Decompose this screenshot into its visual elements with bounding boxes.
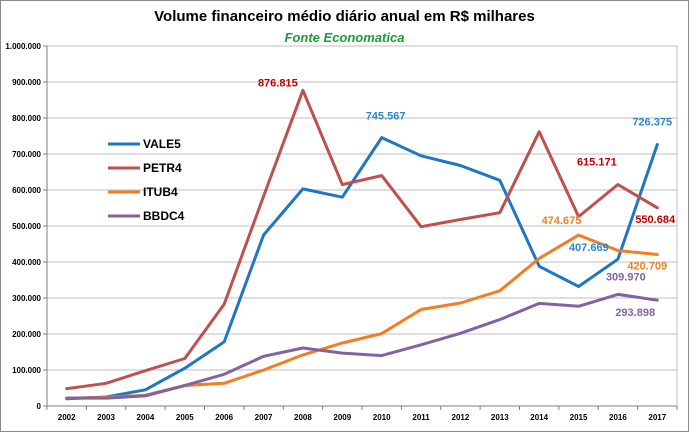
x-tick-label: 2010 — [373, 413, 391, 422]
x-tick-label: 2002 — [58, 413, 76, 422]
x-tick-label: 2004 — [137, 413, 155, 422]
chart-subtitle: Fonte Economatica — [284, 30, 405, 45]
x-tick-label: 2009 — [333, 413, 351, 422]
x-tick-label: 2007 — [255, 413, 273, 422]
data-label: 550.684 — [635, 214, 676, 226]
y-tick-label: 900.000 — [12, 78, 41, 87]
series-line-bbdc4 — [65, 292, 659, 400]
y-tick-label: 300.000 — [12, 294, 41, 303]
data-label: 309.970 — [606, 271, 646, 283]
series-lines — [65, 88, 659, 401]
series-line-petr4 — [65, 88, 659, 391]
chart-title: Volume financeiro médio diário anual em … — [154, 8, 535, 25]
data-label: 407.669 — [569, 242, 609, 254]
y-tick-label: 0 — [37, 402, 42, 411]
data-label: 293.898 — [615, 307, 655, 319]
x-tick-label: 2005 — [176, 413, 194, 422]
x-tick-label: 2013 — [491, 413, 509, 422]
data-label: 745.567 — [366, 111, 406, 123]
legend-label-bbdc4: BBDC4 — [143, 209, 185, 223]
legend-label-vale5: VALE5 — [143, 137, 181, 151]
series-line-itub4 — [65, 233, 659, 400]
legend: VALE5 PETR4 ITUB4 BBDC4 — [108, 137, 185, 223]
x-tick-label: 2011 — [412, 413, 430, 422]
y-tick-label: 1.000.000 — [5, 42, 41, 51]
x-tick-label: 2014 — [530, 413, 548, 422]
x-tick-label: 2015 — [570, 413, 588, 422]
data-labels: 876.815 745.567 726.375 615.171 550.684 474.6… — [258, 77, 676, 319]
x-tick-label: 2006 — [215, 413, 233, 422]
gridlines — [46, 45, 678, 407]
y-axis: 0 100.000 200.000 300.000 400.000 500.000 600.… — [5, 42, 48, 411]
x-tick-label: 2016 — [609, 413, 627, 422]
x-tick-label: 2017 — [648, 413, 666, 422]
y-tick-label: 600.000 — [12, 186, 41, 195]
data-label: 726.375 — [632, 117, 672, 129]
data-label: 420.709 — [627, 261, 667, 273]
series-line-vale5 — [65, 136, 659, 401]
y-tick-label: 800.000 — [12, 114, 41, 123]
y-tick-label: 100.000 — [12, 366, 41, 375]
y-tick-label: 400.000 — [12, 258, 41, 267]
y-tick-label: 700.000 — [12, 150, 41, 159]
data-label: 615.171 — [577, 157, 617, 169]
x-axis: 2002 2003 2004 2005 2006 2007 2008 2009 2010 2011… — [46, 405, 678, 422]
x-tick-label: 2012 — [452, 413, 470, 422]
legend-label-itub4: ITUB4 — [143, 185, 178, 199]
y-tick-label: 200.000 — [12, 330, 41, 339]
x-tick-label: 2008 — [294, 413, 312, 422]
data-label: 474.675 — [542, 215, 582, 227]
y-tick-label: 500.000 — [12, 222, 41, 231]
data-label: 876.815 — [258, 77, 298, 89]
legend-label-petr4: PETR4 — [143, 161, 182, 175]
x-tick-label: 2003 — [97, 413, 115, 422]
